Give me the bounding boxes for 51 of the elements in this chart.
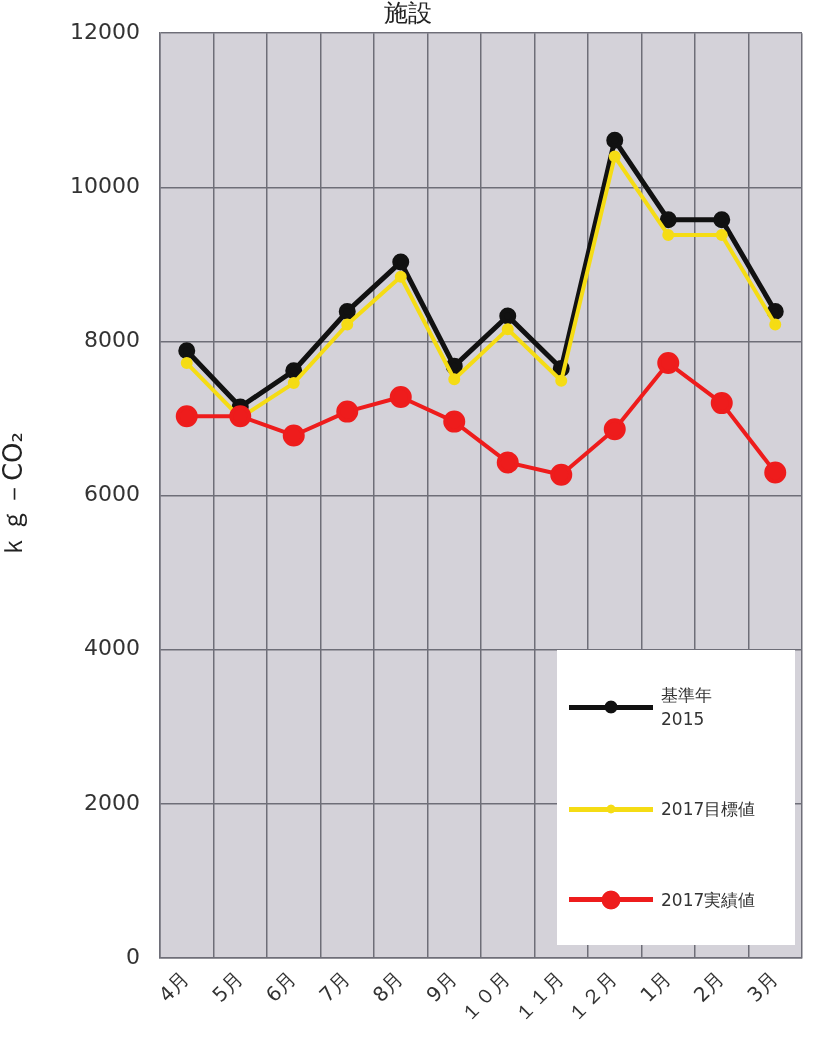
point — [496, 451, 519, 474]
y-tick-label: 6000 — [84, 481, 140, 507]
point — [336, 400, 359, 423]
point — [662, 229, 675, 242]
point — [285, 362, 303, 380]
x-tick-label: 5月 — [207, 966, 248, 1007]
point — [392, 253, 410, 271]
point — [180, 357, 193, 370]
point — [175, 405, 198, 428]
legend-label: 2017実績値 — [661, 888, 756, 912]
point — [178, 342, 196, 360]
point — [394, 270, 407, 283]
point — [603, 418, 626, 441]
point — [764, 461, 787, 484]
point — [769, 318, 782, 331]
point — [389, 385, 412, 408]
point — [338, 302, 356, 320]
point — [287, 377, 300, 390]
x-tick-label: 6月 — [260, 966, 301, 1007]
point — [657, 352, 680, 375]
point — [715, 229, 728, 242]
x-tick-label: 4月 — [153, 966, 194, 1007]
y-tick-label: 2000 — [84, 789, 140, 815]
point — [606, 131, 624, 149]
point — [659, 211, 677, 229]
chart-title: 施設 — [383, 0, 432, 28]
point — [713, 211, 731, 229]
point — [608, 150, 621, 163]
y-tick-label: 0 — [126, 943, 140, 969]
x-tick-label: 2月 — [688, 966, 729, 1007]
point — [341, 318, 354, 331]
y-tick-label: 12000 — [70, 18, 140, 44]
point — [448, 373, 461, 386]
point — [229, 405, 252, 428]
x-tick-label: 3月 — [742, 966, 783, 1007]
legend-label: 基準年 2015 — [661, 684, 712, 732]
point — [501, 323, 514, 336]
point — [443, 410, 466, 433]
point — [710, 392, 733, 415]
point — [499, 307, 517, 325]
point — [282, 424, 305, 447]
x-tick-label: 7月 — [314, 966, 355, 1007]
legend-label: 2017目標値 — [661, 798, 756, 822]
x-tick-label: 8月 — [367, 966, 408, 1007]
x-tick-label: 1月 — [635, 966, 676, 1007]
point — [550, 463, 573, 486]
y-axis-title: ｋｇ－CO₂ — [0, 432, 29, 560]
y-tick-label: 4000 — [84, 635, 140, 661]
y-tick-label: 10000 — [70, 173, 140, 199]
point — [555, 374, 568, 387]
y-tick-label: 8000 — [84, 327, 140, 353]
